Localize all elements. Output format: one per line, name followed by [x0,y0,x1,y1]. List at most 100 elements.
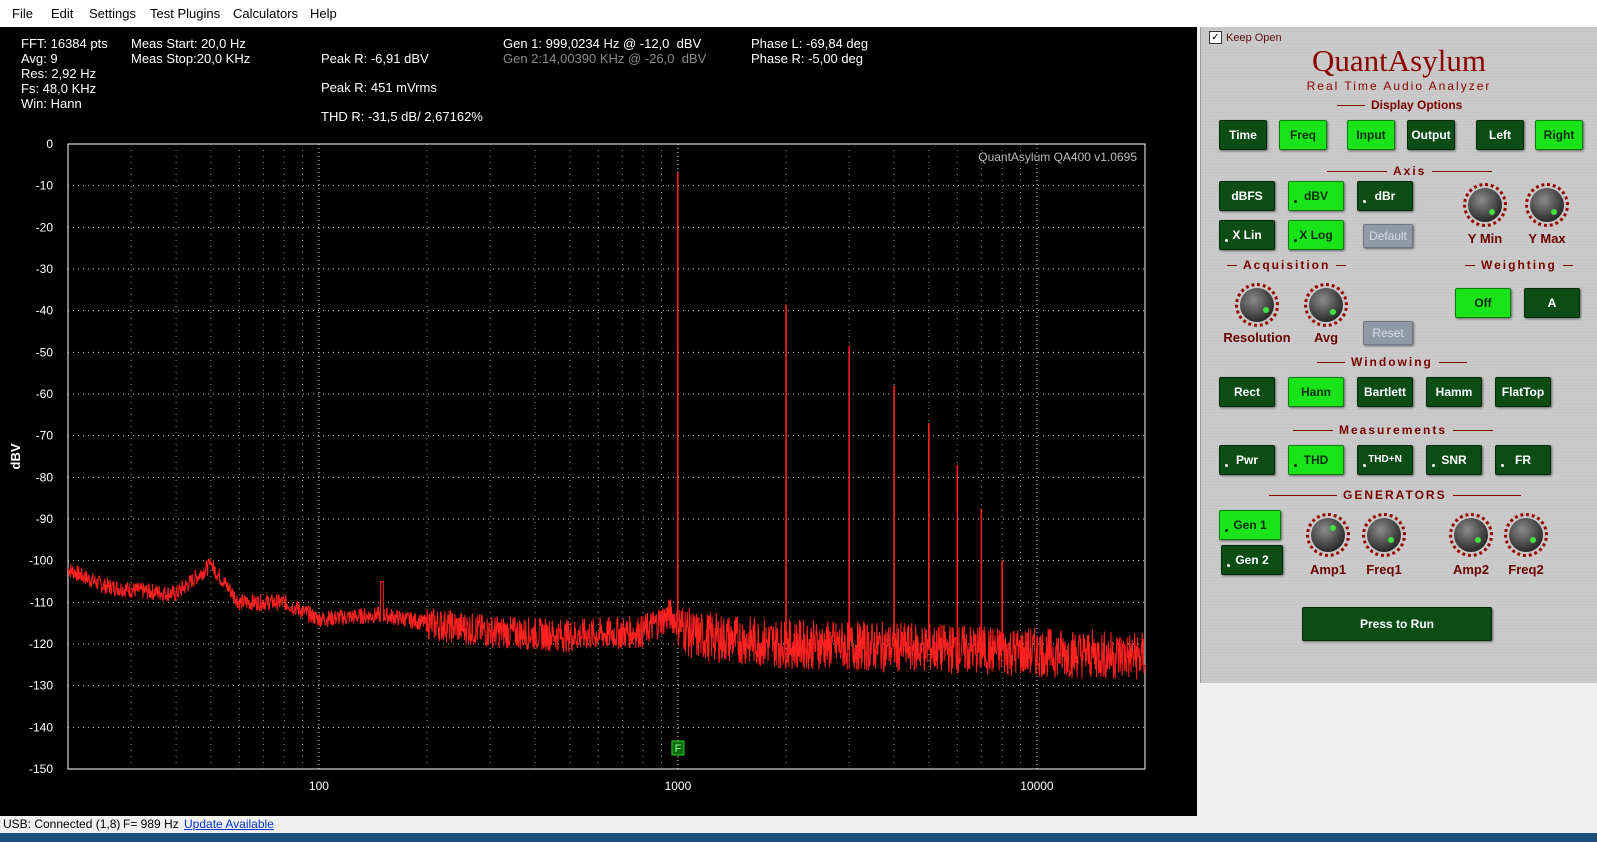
right-button[interactable]: Right [1535,120,1583,150]
menu-help[interactable]: Help [310,6,337,21]
thdn-button[interactable]: THD+N [1357,445,1413,475]
x-tick-label: 100 [309,779,329,793]
update-available-link[interactable]: Update Available [184,817,274,831]
plot-frame [67,143,1146,770]
default-button[interactable]: Default [1363,224,1413,248]
y-tick-label: -100 [29,554,53,568]
freq1-knob[interactable] [1362,513,1406,557]
hamm-window-button[interactable]: Hamm [1426,377,1482,407]
y-tick-label: -90 [36,512,54,526]
x-tick-label: 10000 [1020,779,1054,793]
keep-open-checkbox[interactable]: ✓ Keep Open [1209,31,1282,44]
menu-edit[interactable]: Edit [51,6,74,21]
dbv-button[interactable]: dBV [1288,181,1344,211]
y-tick-label: -110 [30,595,53,609]
reset-button[interactable]: Reset [1363,321,1413,345]
gen1-readout: Gen 1: 999,0234 Hz @ -12,0 dBV [503,36,702,51]
y-tick-label: -10 [36,179,54,193]
generators-title: GENERATORS [1263,488,1527,502]
menu-settings[interactable]: Settings [89,6,136,21]
taskbar [0,833,1597,842]
menu-test-plugins[interactable]: Test Plugins [150,6,221,21]
gen1-button[interactable]: Gen 1 [1219,510,1281,540]
y-tick-label: -40 [36,304,54,318]
freq-button[interactable]: Freq [1279,120,1327,150]
y-tick-label: -150 [29,762,53,776]
bartlett-window-button[interactable]: Bartlett [1357,377,1413,407]
y-tick-label: -60 [36,387,54,401]
y-tick-label: -50 [36,345,54,359]
amp2-knob[interactable] [1449,513,1493,557]
acquisition-title: Acquisition [1221,258,1352,272]
menu-file[interactable]: File [12,6,33,21]
input-button[interactable]: Input [1347,120,1395,150]
panel-blank-area [1200,683,1597,816]
fundamental-marker [671,740,685,756]
output-button[interactable]: Output [1407,120,1455,150]
y-max-knob[interactable] [1525,183,1569,227]
fr-button[interactable]: FR [1495,445,1551,475]
phase-r: Phase R: -5,00 deg [751,51,864,66]
measurements-title: Measurements [1287,423,1499,437]
fundamental-marker-label: F [675,743,682,755]
hann-window-button[interactable]: Hann [1288,377,1344,407]
brand-title: QuantAsylum [1312,43,1486,78]
gen2-button[interactable]: Gen 2 [1221,545,1283,575]
y-tick-label: -130 [29,679,53,693]
pwr-button[interactable]: Pwr [1219,445,1275,475]
peak-r-dbv: Peak R: -6,91 dBV [321,51,429,66]
resolution-label: Resolution [1223,330,1291,345]
amp2-label: Amp2 [1452,562,1490,577]
y-min-knob[interactable] [1463,183,1507,227]
phase-l: Phase L: -69,84 deg [751,36,869,51]
y-tick-label: -70 [36,429,54,443]
x-tick-label: 1000 [665,779,692,793]
y-max-label: Y Max [1528,231,1566,246]
press-to-run-button[interactable]: Press to Run [1302,607,1492,641]
x-lin-button[interactable]: X Lin [1219,220,1275,250]
avg-knob[interactable] [1304,283,1348,327]
meas-start: Meas Start: 20,0 Hz [131,36,246,51]
rect-window-button[interactable]: Rect [1219,377,1275,407]
spectrum-chart: 0 -10 -20 -30 -40 -50 -60 -70 -80 -90 -100 -110 -120… [8,137,1146,793]
panel-gap [1197,27,1200,816]
amp1-label: Amp1 [1309,562,1347,577]
fft-size: FFT: 16384 pts [21,36,108,51]
freq2-label: Freq2 [1508,562,1544,577]
time-button[interactable]: Time [1219,120,1267,150]
y-tick-label: -80 [36,470,54,484]
y-axis-label: dBV [8,443,23,469]
spectrum-view: FFT: 16384 pts Avg: 9 Res: 2,92 Hz Fs: 4… [0,27,1197,816]
amp1-knob[interactable] [1306,513,1350,557]
peak-r-mvrms: Peak R: 451 mVrms [321,80,437,95]
y-tick-label: 0 [46,137,53,151]
resolution-readout: Res: 2,92 Hz [21,66,97,81]
thd-button[interactable]: THD [1288,445,1344,475]
meas-stop: Meas Stop:20,0 KHz [131,51,251,66]
sample-rate: Fs: 48,0 KHz [21,81,97,96]
chart-watermark: QuantAsylum QA400 v1.0695 [978,150,1137,164]
weighting-off-button[interactable]: Off [1455,288,1511,318]
brand-tagline: Real Time Audio Analyzer [1306,79,1492,93]
axis-title: Axis [1321,164,1498,178]
dbr-button[interactable]: dBr [1357,181,1413,211]
snr-button[interactable]: SNR [1426,445,1482,475]
avg-label: Avg [1313,330,1339,345]
weighting-a-button[interactable]: A [1524,288,1580,318]
y-tick-label: -140 [29,720,53,734]
avg-count: Avg: 9 [21,51,58,66]
checkmark-icon: ✓ [1209,31,1222,44]
freq2-knob[interactable] [1504,513,1548,557]
dbfs-button[interactable]: dBFS [1219,181,1275,211]
weighting-title: Weighting [1459,258,1579,272]
x-log-button[interactable]: X Log [1288,220,1344,250]
y-min-label: Y Min [1467,231,1503,246]
thd-r: THD R: -31,5 dB/ 2,67162% [321,109,483,124]
gen2-readout: Gen 2:14,00390 KHz @ -26,0 dBV [503,51,707,66]
flattop-window-button[interactable]: FlatTop [1495,377,1551,407]
resolution-knob[interactable] [1235,283,1279,327]
keep-open-label: Keep Open [1226,31,1282,44]
menu-calculators[interactable]: Calculators [233,6,299,21]
left-button[interactable]: Left [1476,120,1524,150]
y-tick-label: -20 [36,220,54,234]
